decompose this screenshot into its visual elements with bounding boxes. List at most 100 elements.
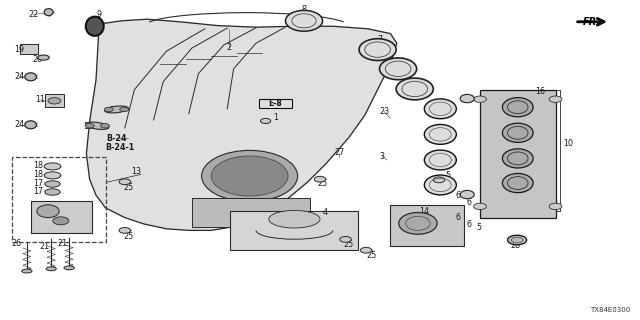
Ellipse shape [460, 94, 474, 103]
Text: 26: 26 [11, 239, 21, 248]
Ellipse shape [424, 175, 456, 195]
Ellipse shape [100, 124, 109, 128]
Text: 9: 9 [97, 10, 102, 19]
Text: 6: 6 [455, 191, 460, 200]
Ellipse shape [202, 150, 298, 202]
Text: 28: 28 [510, 241, 520, 250]
Ellipse shape [474, 203, 486, 210]
Ellipse shape [340, 236, 351, 242]
Text: 18: 18 [33, 170, 44, 179]
Text: 5: 5 [476, 223, 481, 232]
Ellipse shape [424, 99, 456, 119]
Ellipse shape [260, 118, 271, 124]
Text: 21: 21 [58, 239, 68, 248]
Ellipse shape [359, 39, 396, 60]
Polygon shape [86, 19, 397, 230]
Ellipse shape [120, 107, 129, 112]
Bar [31, 201, 92, 233]
Ellipse shape [46, 267, 56, 271]
Text: 25: 25 [123, 232, 133, 241]
Ellipse shape [502, 123, 533, 142]
Text: 2: 2 [227, 43, 232, 52]
Ellipse shape [44, 163, 61, 170]
Text: B-24: B-24 [106, 134, 127, 143]
Text: TX84E0300: TX84E0300 [590, 307, 630, 313]
Ellipse shape [502, 149, 533, 168]
Ellipse shape [45, 181, 60, 187]
Text: FR.: FR. [582, 17, 600, 27]
Text: 17: 17 [33, 179, 44, 188]
Bar [20, 44, 38, 54]
Text: 18: 18 [33, 161, 44, 170]
Ellipse shape [314, 176, 326, 182]
Ellipse shape [38, 55, 49, 60]
Ellipse shape [85, 124, 94, 128]
Ellipse shape [380, 58, 417, 80]
Ellipse shape [25, 73, 36, 81]
Text: 14: 14 [419, 207, 429, 216]
Ellipse shape [424, 150, 456, 170]
Ellipse shape [64, 266, 74, 270]
Ellipse shape [45, 189, 60, 195]
Ellipse shape [104, 107, 113, 112]
Text: 12: 12 [109, 106, 119, 115]
Text: 7: 7 [417, 80, 422, 89]
Text: 7: 7 [399, 58, 404, 67]
Bar [45, 94, 64, 107]
Text: 16: 16 [535, 87, 545, 96]
Text: 25: 25 [123, 183, 133, 192]
Ellipse shape [52, 217, 69, 225]
Text: 27: 27 [334, 148, 344, 157]
Text: 5: 5 [445, 171, 451, 180]
Text: 25: 25 [317, 180, 328, 188]
Ellipse shape [396, 78, 433, 100]
Ellipse shape [508, 235, 527, 245]
Text: E-8: E-8 [268, 99, 282, 108]
Text: 25: 25 [344, 240, 354, 249]
Text: 24: 24 [14, 120, 24, 129]
Ellipse shape [22, 269, 32, 273]
Text: 20: 20 [32, 55, 42, 64]
Ellipse shape [433, 177, 445, 183]
Ellipse shape [502, 173, 533, 193]
Text: 25: 25 [366, 252, 376, 260]
Ellipse shape [48, 98, 61, 104]
Text: 13: 13 [131, 167, 141, 176]
Ellipse shape [119, 228, 131, 233]
Ellipse shape [549, 203, 562, 210]
Ellipse shape [269, 211, 320, 228]
Ellipse shape [44, 172, 61, 179]
Ellipse shape [44, 9, 53, 16]
Text: 11: 11 [35, 95, 45, 104]
Text: 25: 25 [436, 181, 447, 190]
Ellipse shape [502, 98, 533, 117]
Ellipse shape [211, 156, 288, 196]
Bar [390, 205, 464, 246]
Text: 6: 6 [467, 198, 472, 207]
Text: 21: 21 [40, 242, 50, 251]
Text: 10: 10 [563, 139, 573, 148]
Text: 22: 22 [28, 10, 38, 19]
Ellipse shape [36, 205, 60, 218]
Bar [192, 198, 310, 227]
Text: 12: 12 [83, 122, 93, 131]
Bar [12, 157, 106, 242]
Ellipse shape [474, 96, 486, 102]
Text: 17: 17 [33, 187, 44, 196]
Ellipse shape [104, 106, 129, 113]
Ellipse shape [25, 121, 36, 129]
Text: 6: 6 [455, 213, 460, 222]
Bar [230, 211, 358, 250]
Ellipse shape [424, 124, 456, 144]
Text: 3: 3 [380, 152, 385, 161]
Ellipse shape [360, 247, 372, 253]
Text: 6: 6 [467, 220, 472, 229]
Ellipse shape [86, 17, 104, 36]
Ellipse shape [399, 212, 437, 234]
Text: 19: 19 [14, 45, 24, 54]
Text: 24: 24 [14, 72, 24, 81]
Ellipse shape [86, 122, 109, 129]
Text: 23: 23 [379, 107, 389, 116]
Ellipse shape [285, 10, 323, 31]
Text: 1: 1 [273, 113, 278, 122]
